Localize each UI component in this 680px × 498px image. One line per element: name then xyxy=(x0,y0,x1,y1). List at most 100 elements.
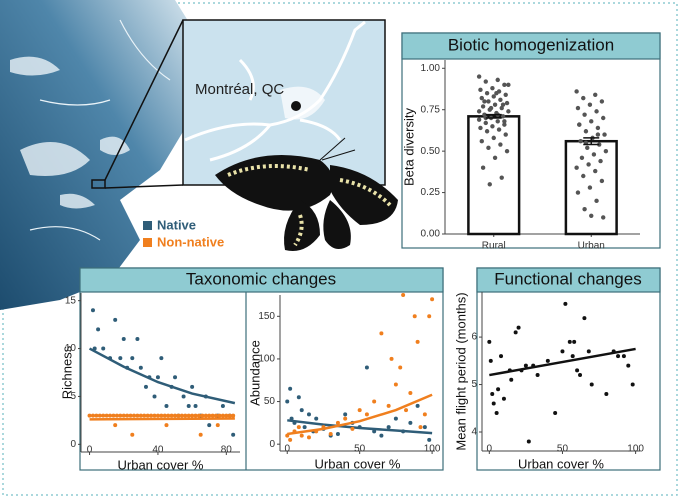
data-point xyxy=(589,213,594,218)
data-point xyxy=(135,336,140,341)
data-point xyxy=(503,132,508,137)
y-axis-title: Beta diversity xyxy=(401,107,416,186)
x-axis-title: Urban cover % xyxy=(118,457,204,472)
data-point xyxy=(602,132,607,137)
data-point xyxy=(404,408,409,413)
data-point xyxy=(101,413,106,418)
data-point xyxy=(196,413,201,418)
data-point xyxy=(422,425,427,430)
data-point xyxy=(587,185,593,190)
data-point xyxy=(142,413,147,418)
data-point xyxy=(492,155,498,160)
data-point xyxy=(386,403,391,408)
data-point xyxy=(572,339,577,344)
data-point xyxy=(502,82,507,88)
data-point xyxy=(630,382,635,387)
data-point xyxy=(488,358,493,363)
data-point xyxy=(427,437,432,442)
data-point xyxy=(583,129,589,134)
data-point xyxy=(186,413,191,418)
data-point xyxy=(616,354,621,359)
data-point xyxy=(483,120,488,126)
x-tick-label: 40 xyxy=(152,445,164,456)
data-point xyxy=(603,148,609,154)
data-point xyxy=(585,145,590,151)
data-point xyxy=(138,413,143,418)
data-point xyxy=(143,384,148,389)
data-point xyxy=(582,316,587,321)
data-point xyxy=(578,139,583,144)
data-point xyxy=(582,112,587,117)
y-tick-label: 5 xyxy=(70,391,76,402)
map-label: Montréal, QC xyxy=(195,81,284,98)
data-point xyxy=(490,392,495,397)
data-point xyxy=(135,413,140,418)
y-tick-label: 100 xyxy=(258,354,275,365)
map: Montréal, QC xyxy=(0,0,386,310)
chart-title: Taxonomic changes xyxy=(186,269,336,288)
chart-title: Biotic homogenization xyxy=(448,35,614,54)
data-point xyxy=(227,413,232,418)
data-point xyxy=(217,413,222,418)
data-point xyxy=(166,413,171,418)
panel-header xyxy=(401,32,661,60)
x-tick-label: 100 xyxy=(424,444,441,455)
legend-swatch xyxy=(143,221,152,230)
data-point xyxy=(159,413,164,418)
legend-label: Native xyxy=(157,217,196,232)
panel-header xyxy=(79,267,444,293)
data-point xyxy=(491,94,496,99)
x-tick-label: 80 xyxy=(221,445,233,456)
data-point xyxy=(176,413,181,418)
x-tick-label: 50 xyxy=(354,444,366,455)
data-point xyxy=(231,413,236,418)
data-point xyxy=(288,386,293,391)
data-point xyxy=(398,365,403,370)
data-point xyxy=(581,95,586,101)
x-tick-label: 0 xyxy=(487,444,493,455)
data-point xyxy=(582,206,587,212)
data-point xyxy=(299,408,304,413)
data-point xyxy=(393,416,398,421)
data-point xyxy=(593,92,598,98)
data-point xyxy=(145,413,150,418)
data-point xyxy=(111,413,116,418)
data-point xyxy=(90,413,95,418)
data-point xyxy=(379,331,384,336)
data-point xyxy=(113,423,118,428)
data-point xyxy=(152,394,157,399)
data-point xyxy=(130,432,135,437)
error-bar xyxy=(485,113,502,119)
data-point xyxy=(231,432,236,437)
data-point xyxy=(372,429,377,434)
y-tick-label: 1.00 xyxy=(421,63,441,74)
data-point xyxy=(498,142,503,147)
data-point xyxy=(504,148,510,154)
data-point xyxy=(594,198,599,204)
legend: Native Non-native xyxy=(143,217,224,249)
data-point xyxy=(499,354,504,359)
y-tick-label: 150 xyxy=(258,311,275,322)
data-point xyxy=(601,215,606,220)
data-point xyxy=(364,412,369,417)
data-point xyxy=(108,413,113,418)
data-point xyxy=(415,339,420,344)
panel-frame xyxy=(476,267,661,471)
y-tick-label: 4 xyxy=(471,427,477,438)
data-point xyxy=(299,433,304,438)
data-point xyxy=(412,314,417,319)
data-point xyxy=(155,375,160,380)
data-point xyxy=(393,382,398,387)
data-point xyxy=(379,433,384,438)
data-point xyxy=(589,382,594,387)
data-point xyxy=(427,314,432,319)
data-point xyxy=(96,327,101,332)
data-point xyxy=(502,119,507,124)
trend-line xyxy=(489,347,636,377)
data-point xyxy=(621,354,626,359)
data-point xyxy=(495,119,500,124)
y-axis-title: Richness xyxy=(59,345,74,399)
data-point xyxy=(478,125,483,131)
data-point xyxy=(486,145,491,151)
data-point xyxy=(482,112,487,117)
